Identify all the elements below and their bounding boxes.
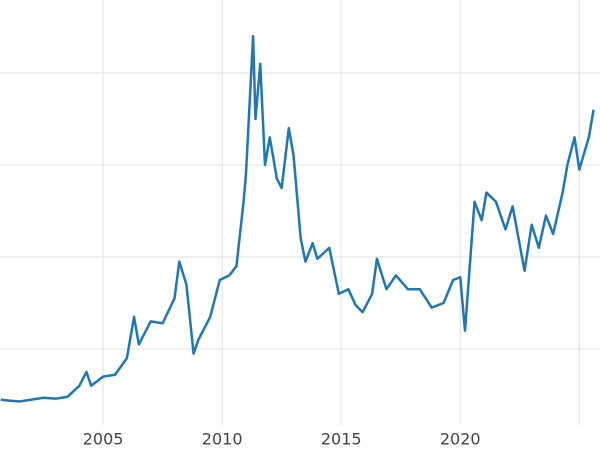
x-tick-label: 2010 — [202, 430, 243, 449]
x-tick-label: 2005 — [83, 430, 124, 449]
x-tick-label: 2020 — [440, 430, 481, 449]
x-tick-label: 2015 — [321, 430, 362, 449]
price-line — [0, 34, 595, 403]
